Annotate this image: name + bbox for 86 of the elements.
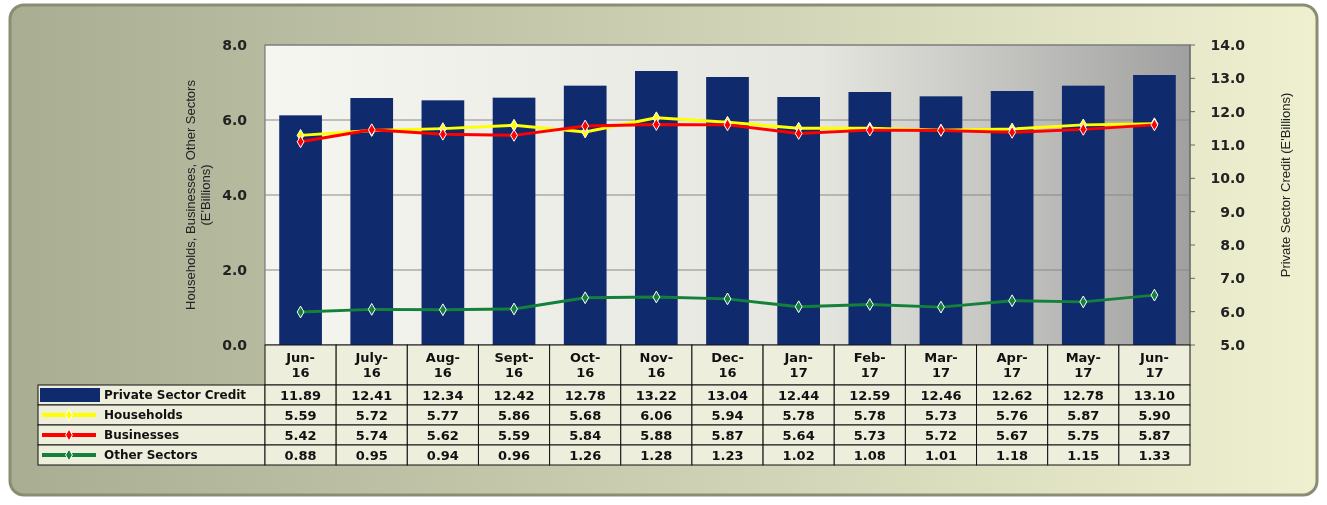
y2-tick-label: 12.0 [1210, 103, 1246, 120]
data-label: 12.62 [991, 387, 1033, 403]
data-label: 1.33 [1138, 447, 1171, 463]
data-label: 5.76 [996, 407, 1029, 423]
y2-tick-label: 14.0 [1210, 36, 1246, 53]
data-label: 0.95 [355, 447, 388, 463]
x-tick-label: Jun-16 [285, 350, 315, 380]
y2-tick-label: 5.0 [1220, 336, 1246, 353]
y-tick-label: 4.0 [222, 186, 248, 203]
data-label: 5.59 [284, 407, 317, 423]
data-label: 13.10 [1133, 387, 1175, 403]
legend-label: Private Sector Credit [104, 388, 247, 403]
y-axis-title: Households, Businesses, Other Sectors (E'Billions) [183, 79, 213, 310]
data-label: 5.87 [1138, 427, 1171, 443]
data-label: 12.78 [564, 387, 606, 403]
data-label: 5.42 [284, 427, 317, 443]
x-tick-label: May-17 [1065, 350, 1101, 380]
y-tick-label: 0.0 [222, 336, 248, 353]
data-label: 1.02 [782, 447, 815, 463]
data-label: 5.78 [782, 407, 815, 423]
data-label: 1.28 [640, 447, 673, 463]
x-tick-label: Feb-17 [853, 350, 886, 380]
data-label: 5.84 [569, 427, 602, 443]
data-label: 1.08 [853, 447, 886, 463]
legend-label: Households [104, 408, 183, 423]
y2-tick-label: 11.0 [1210, 136, 1246, 153]
data-label: 5.90 [1138, 407, 1171, 423]
x-tick-label: Sept-16 [494, 350, 534, 380]
data-label: 5.94 [711, 407, 744, 423]
data-label: 5.72 [355, 407, 388, 423]
x-tick-label: Apr-17 [996, 350, 1028, 380]
data-label: 1.01 [924, 447, 957, 463]
x-tick-label: Nov-16 [639, 350, 674, 380]
y2-axis-title: Private Sector Credit (E'Billions) [1278, 92, 1293, 278]
y2-tick-label: 7.0 [1220, 270, 1246, 287]
data-label: 1.18 [996, 447, 1029, 463]
y2-tick-label: 9.0 [1220, 203, 1246, 220]
data-label: 5.67 [996, 427, 1029, 443]
y2-tick-label: 8.0 [1220, 236, 1246, 253]
x-tick-label: Oct-16 [570, 350, 601, 380]
data-label: 13.22 [635, 387, 677, 403]
data-label: 12.59 [849, 387, 891, 403]
y2-tick-label: 13.0 [1210, 70, 1246, 87]
data-label: 13.04 [706, 387, 749, 403]
data-label: 5.78 [853, 407, 886, 423]
data-label: 1.15 [1067, 447, 1100, 463]
data-label: 12.78 [1062, 387, 1104, 403]
data-label: 6.06 [640, 407, 673, 423]
data-label: 5.73 [924, 407, 957, 423]
legend-label: Businesses [104, 428, 180, 443]
data-label: 12.46 [920, 387, 962, 403]
data-label: 5.86 [498, 407, 531, 423]
x-tick-label: July-16 [354, 350, 388, 380]
data-label: 5.75 [1067, 427, 1100, 443]
data-label: 5.74 [355, 427, 388, 443]
x-tick-label: Dec-16 [711, 350, 744, 380]
data-label: 5.68 [569, 407, 602, 423]
data-label: 5.73 [853, 427, 886, 443]
data-label: 1.23 [711, 447, 744, 463]
data-label: 5.87 [1067, 407, 1100, 423]
data-label: 5.62 [426, 427, 459, 443]
data-label: 5.77 [426, 407, 459, 423]
data-label: 12.42 [493, 387, 535, 403]
data-label: 5.59 [498, 427, 531, 443]
x-tick-label: Jan-17 [783, 350, 813, 380]
data-label: 5.88 [640, 427, 673, 443]
legend-label: Other Sectors [104, 448, 198, 463]
data-label: 0.96 [498, 447, 531, 463]
y-tick-label: 2.0 [222, 261, 248, 278]
x-tick-label: Jun-17 [1139, 350, 1169, 380]
data-label: 1.26 [569, 447, 602, 463]
data-label: 11.89 [280, 387, 322, 403]
y2-tick-label: 10.0 [1210, 170, 1246, 187]
y-tick-label: 8.0 [222, 36, 248, 53]
data-label: 0.88 [284, 447, 317, 463]
y2-tick-label: 6.0 [1220, 303, 1246, 320]
x-tick-label: Mar-17 [924, 350, 958, 380]
data-label: 5.72 [924, 427, 957, 443]
data-label: 12.44 [778, 387, 820, 403]
x-tick-label: Aug-16 [425, 350, 460, 380]
data-label: 12.34 [422, 387, 464, 403]
data-label: 5.64 [782, 427, 815, 443]
data-label: 12.41 [351, 387, 393, 403]
data-label: 5.87 [711, 427, 744, 443]
data-label: 0.94 [426, 447, 459, 463]
y-tick-label: 6.0 [222, 111, 248, 128]
